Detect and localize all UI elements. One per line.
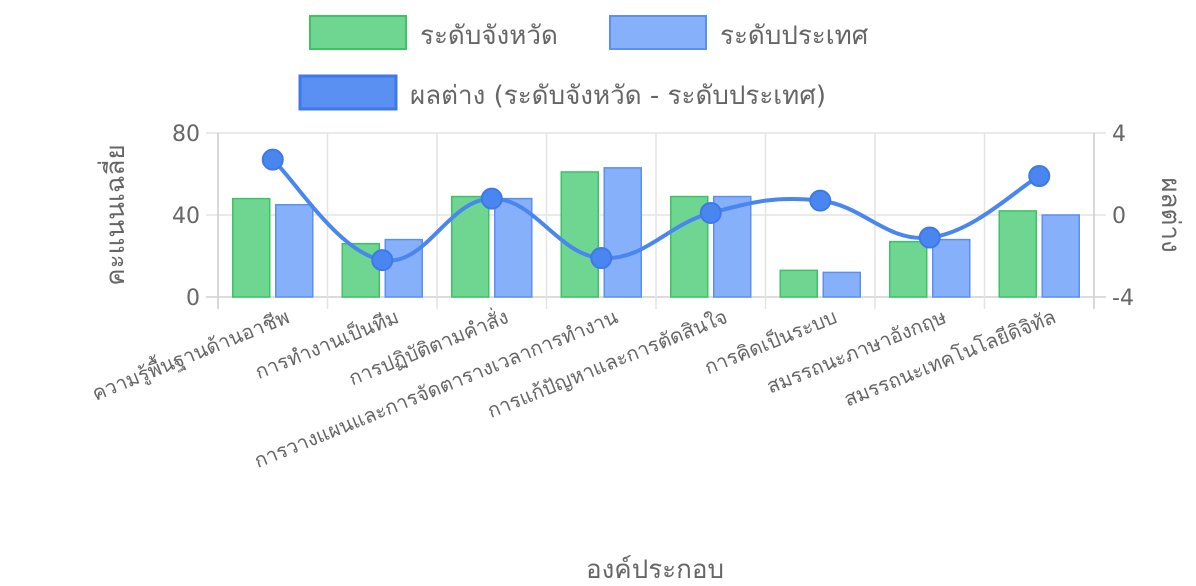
difference-line: [261, 148, 1051, 272]
x-axis-title: องค์ประกอบ: [586, 555, 724, 585]
y2-tick-label: 4: [1112, 122, 1126, 147]
y2-tick-label: -4: [1112, 286, 1134, 311]
bar-province[interactable]: [998, 210, 1037, 298]
difference-point[interactable]: [699, 201, 722, 224]
legend-label-province: ระดับจังหวัด: [420, 21, 558, 51]
y2-tick-label: 0: [1112, 204, 1126, 229]
difference-point[interactable]: [371, 249, 394, 272]
legend-item-country[interactable]: ระดับประเทศ: [609, 15, 869, 51]
legend-swatch-country: [609, 15, 707, 50]
bar-province[interactable]: [560, 171, 599, 298]
legend-swatch-difference: [298, 74, 398, 111]
legend: ระดับจังหวัด ระดับประเทศ ผลต่าง (ระดับจั…: [298, 15, 869, 111]
legend-item-province[interactable]: ระดับจังหวัด: [309, 15, 558, 51]
difference-point[interactable]: [261, 148, 284, 171]
y-tick-label: 0: [186, 286, 200, 311]
difference-point[interactable]: [480, 187, 503, 210]
legend-label-country: ระดับประเทศ: [720, 21, 869, 51]
bar-country[interactable]: [494, 197, 533, 298]
legend-item-difference[interactable]: ผลต่าง (ระดับจังหวัด - ระดับประเทศ): [298, 74, 826, 111]
difference-point[interactable]: [809, 189, 832, 212]
bar-province[interactable]: [889, 240, 928, 298]
y-axis-left-ticks: 0 40 80: [172, 122, 200, 311]
bar-country[interactable]: [275, 204, 314, 298]
y-axis-right-ticks: -4 0 4: [1112, 122, 1134, 311]
gridlines: [206, 132, 1106, 309]
y-axis-title: คะแนนเฉลี่ย: [97, 144, 131, 285]
x-tick-label: ความรู้พื้นฐานด้านอาชีพ: [88, 303, 293, 407]
y-tick-label: 80: [172, 122, 200, 147]
difference-point[interactable]: [918, 226, 941, 249]
y-tick-label: 40: [172, 204, 200, 229]
bar-province[interactable]: [779, 269, 818, 298]
legend-swatch-province: [309, 15, 407, 50]
x-axis-ticks: ความรู้พื้นฐานด้านอาชีพการทำงานเป็นทีมกา…: [88, 303, 1059, 473]
difference-point[interactable]: [590, 247, 613, 270]
legend-label-difference: ผลต่าง (ระดับจังหวัด - ระดับประเทศ): [410, 81, 826, 111]
bar-country[interactable]: [603, 167, 642, 298]
bar-country[interactable]: [1041, 214, 1080, 298]
bar-country[interactable]: [932, 238, 971, 298]
x-tick-label: สมรรถนะเทคโนโลยีดิจิทัล: [841, 304, 1060, 411]
bar-province[interactable]: [232, 197, 271, 298]
y2-axis-title: ผลต่าง: [1155, 177, 1185, 252]
bar-country[interactable]: [822, 271, 861, 298]
difference-point[interactable]: [1028, 165, 1051, 188]
